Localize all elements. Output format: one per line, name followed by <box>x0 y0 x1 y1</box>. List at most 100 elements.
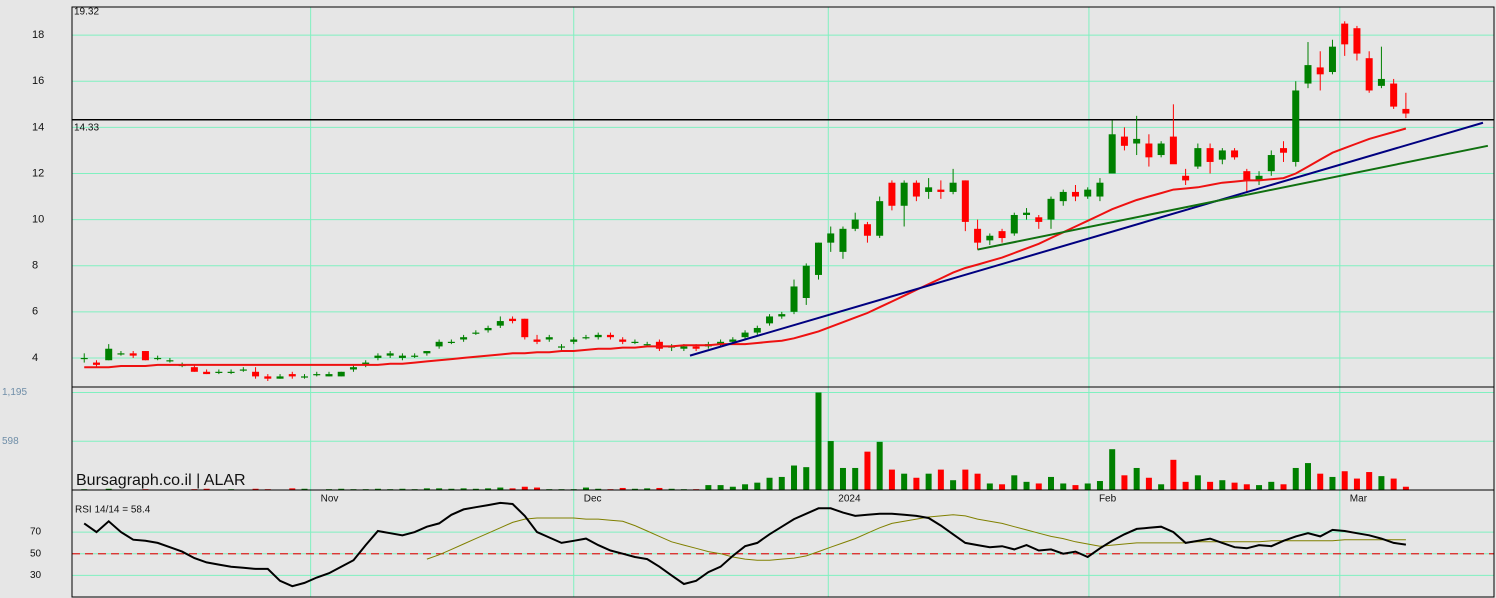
candle-body <box>1169 136 1177 165</box>
candle-body <box>863 224 871 236</box>
candle-body <box>435 341 443 347</box>
candle-body <box>606 334 614 338</box>
plot-border <box>71 6 1495 598</box>
volume-bar <box>1402 486 1409 490</box>
candle-body <box>362 362 370 365</box>
rsi-signal <box>426 514 1406 561</box>
volume-bar <box>815 392 822 490</box>
volume-bar <box>497 487 504 490</box>
rsi-tick-label: 50 <box>30 548 42 559</box>
volume-bar <box>1304 463 1311 490</box>
candle-body <box>778 314 786 317</box>
volume-bar <box>864 451 871 490</box>
candle-body <box>374 355 382 358</box>
candle-body <box>986 235 994 241</box>
volume-bar <box>1109 449 1116 490</box>
volume-bar <box>974 473 981 490</box>
volume-bar <box>1121 475 1128 490</box>
candle-body <box>423 351 431 354</box>
x-tick-label: Feb <box>1099 494 1117 505</box>
candle-body <box>545 337 553 340</box>
rsi-line <box>83 501 1407 588</box>
candle-body <box>1145 143 1153 158</box>
candle-body <box>961 180 969 222</box>
candle-body <box>301 376 309 378</box>
volume-bar <box>1072 485 1079 490</box>
volume-bar <box>509 488 516 490</box>
volume-bar <box>754 482 761 490</box>
candle-body <box>203 371 211 375</box>
volume-bar <box>778 476 785 490</box>
volume-bar <box>1060 483 1067 490</box>
candle-body <box>1243 171 1251 181</box>
candle-body <box>533 339 541 342</box>
top-value: 19.32 <box>74 7 99 18</box>
volume-bar <box>631 488 638 490</box>
volume-bar <box>1256 485 1263 490</box>
candle-body <box>1133 138 1141 144</box>
rsi-label: RSI 14/14 = 58.4 <box>75 505 151 516</box>
candle-body <box>1059 191 1067 202</box>
volume-bar <box>766 477 773 490</box>
volume-bar <box>839 467 846 490</box>
candle-body <box>398 355 406 358</box>
volume-bar <box>595 488 602 490</box>
candle-body <box>117 353 125 355</box>
volume-bar <box>1011 475 1018 490</box>
volume-bar <box>301 488 308 490</box>
candle-body <box>790 286 798 312</box>
volume-bar <box>999 484 1006 490</box>
volume-bar <box>1329 476 1336 490</box>
volume-bar <box>962 469 969 490</box>
volume-bar <box>705 485 712 490</box>
candle-body <box>190 367 198 372</box>
volume-bar <box>852 467 859 490</box>
volume-bar <box>1133 467 1140 490</box>
candle-body <box>521 318 529 338</box>
volume-bar <box>1243 484 1250 490</box>
volume-bar <box>1317 473 1324 490</box>
volume-bar <box>423 488 430 490</box>
candle-body <box>1108 134 1116 174</box>
candle-body <box>472 332 480 334</box>
volume-bar <box>827 441 834 490</box>
candle-body <box>154 357 162 360</box>
trend-line <box>977 144 1489 251</box>
candle-body <box>900 182 908 206</box>
y-tick-label: 6 <box>32 306 38 318</box>
candle-body <box>558 346 566 348</box>
volume-tick-label: 598 <box>2 436 19 447</box>
candle-body <box>741 332 749 338</box>
y-tick-label: 8 <box>32 260 38 272</box>
volume-bar <box>803 467 810 490</box>
volume-bar <box>448 488 455 490</box>
candle-body <box>839 228 847 252</box>
volume-bar <box>1292 467 1299 490</box>
candle-body <box>888 182 896 206</box>
moving-average <box>84 127 1407 369</box>
volume-bar <box>534 487 541 490</box>
x-tick-label: Nov <box>321 494 339 505</box>
candle-body <box>325 374 333 377</box>
volume-bar <box>436 488 443 490</box>
volume-bar <box>986 483 993 490</box>
candle-body <box>1280 148 1288 153</box>
candle-body <box>276 376 284 379</box>
volume-bar <box>472 488 479 490</box>
volume-bar <box>937 469 944 490</box>
candle-body <box>166 360 174 362</box>
candle-body <box>974 228 982 243</box>
candle-body <box>1316 67 1324 75</box>
rsi-tick-label: 30 <box>30 570 42 581</box>
candle-body <box>80 357 88 360</box>
volume-bar <box>925 473 932 490</box>
volume-bar <box>717 485 724 490</box>
candle-body <box>1292 90 1300 162</box>
volume-bar <box>619 487 626 490</box>
candle-body <box>814 242 822 275</box>
candle-body <box>496 321 504 326</box>
volume-bar <box>1378 476 1385 490</box>
y-tick-label: 18 <box>32 29 44 41</box>
